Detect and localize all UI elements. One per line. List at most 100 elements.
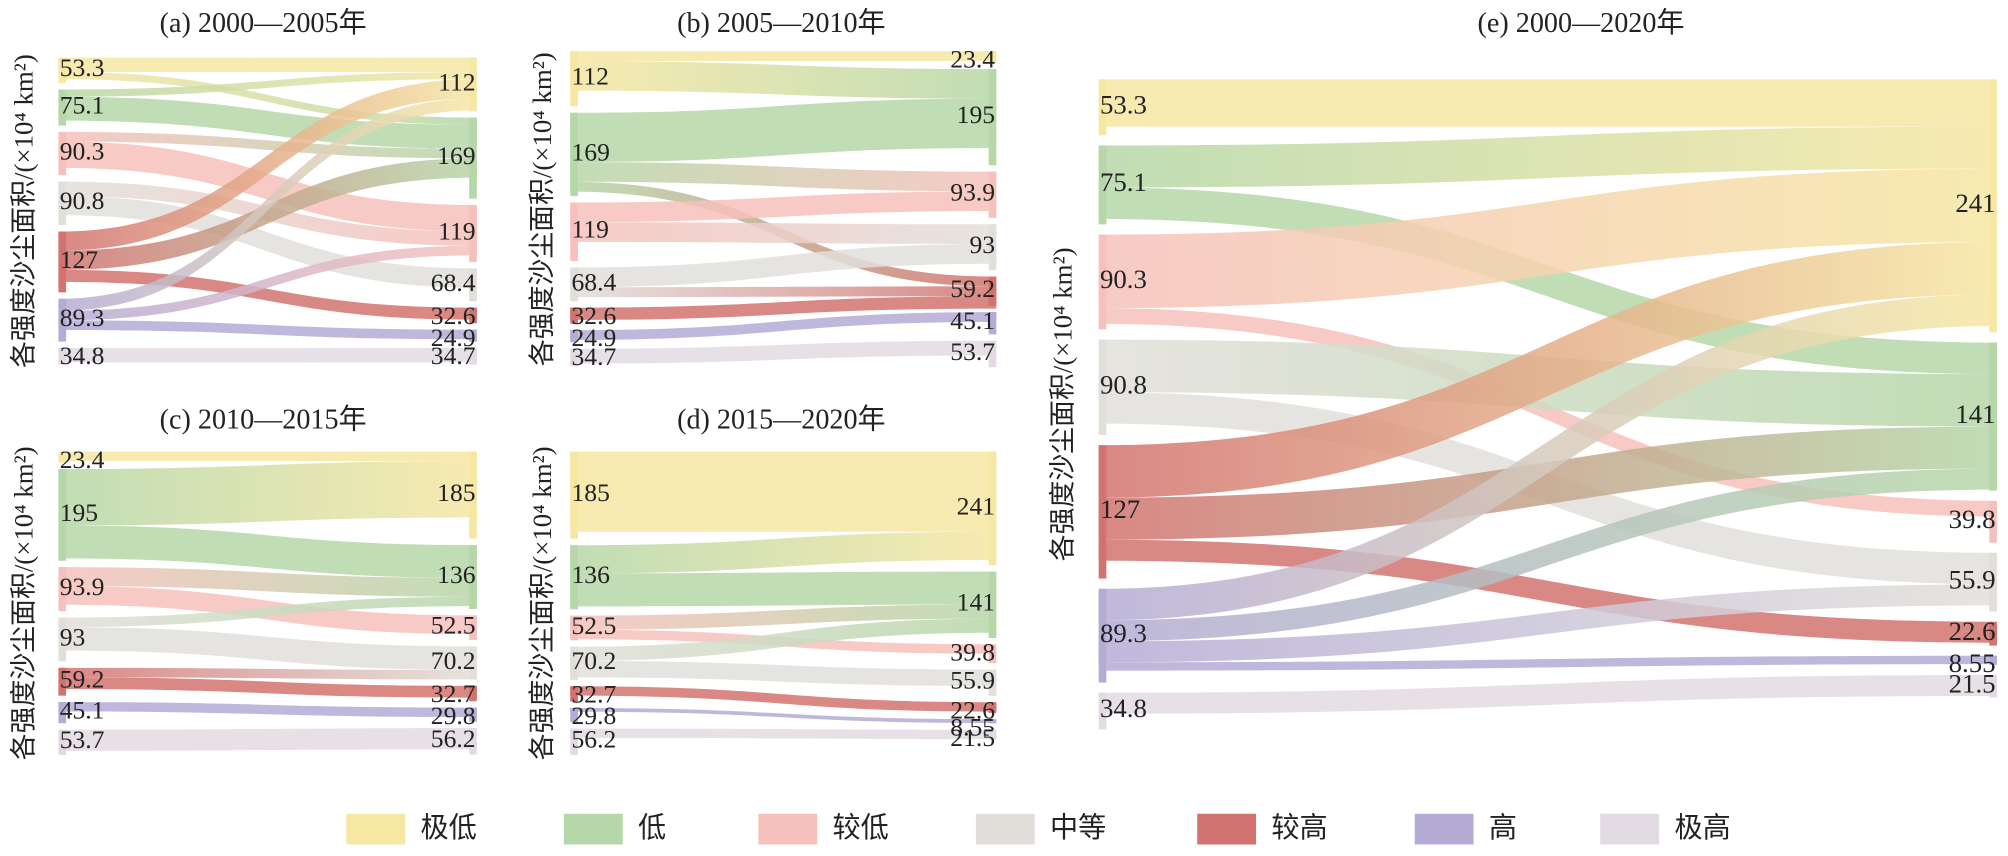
left-node — [570, 545, 578, 610]
left-node-label: 75.1 — [1100, 167, 1147, 197]
legend-label: 较低 — [833, 812, 889, 844]
right-node — [988, 729, 997, 740]
flow-ribbon — [58, 567, 477, 597]
left-node-label: 23.4 — [60, 445, 105, 474]
flow-ribbon — [58, 71, 477, 97]
legend-swatch — [1600, 813, 1660, 845]
right-node-label: 8.55 — [950, 712, 995, 741]
flow-ribbon — [58, 451, 477, 462]
right-node — [469, 57, 477, 112]
flow-ribbon — [570, 191, 997, 223]
left-node-label: 53.7 — [60, 725, 105, 754]
flow-ribbon — [1098, 79, 1997, 127]
left-node — [1098, 79, 1107, 136]
right-node-label: 21.5 — [950, 723, 995, 752]
left-node-label: 56.2 — [572, 725, 617, 754]
flow-ribbon — [58, 461, 477, 526]
right-node-label: 52.5 — [431, 611, 476, 640]
flow-ribbon — [58, 525, 477, 578]
y-axis-label: 各强度沙尘面积/(×10⁴ km²) — [1048, 247, 1078, 561]
right-node — [988, 312, 997, 335]
ribbons — [570, 51, 997, 364]
flow-ribbon — [570, 531, 997, 574]
right-node-label: 55.9 — [1949, 564, 1996, 594]
right-node-label: 32.7 — [431, 679, 476, 708]
right-node — [988, 451, 997, 566]
left-node — [58, 298, 67, 342]
flow-ribbon — [570, 51, 997, 62]
panel-title: (b) 2005—2010年 — [677, 7, 886, 39]
left-node-label: 53.3 — [60, 53, 105, 82]
flow-ribbon — [58, 71, 477, 125]
flow-ribbon — [570, 604, 997, 630]
left-node — [1098, 339, 1107, 435]
left-node — [1098, 588, 1107, 683]
flow-ribbon — [58, 627, 477, 670]
right-node-label: 136 — [437, 560, 476, 589]
flow-ribbon — [570, 312, 997, 340]
right-node-label: 53.7 — [950, 337, 995, 366]
flow-ribbon — [58, 347, 477, 363]
right-node — [469, 728, 477, 755]
right-node — [988, 719, 997, 724]
right-node — [988, 644, 997, 664]
left-node — [58, 451, 67, 463]
legend-label: 较高 — [1271, 812, 1327, 844]
right-node-label: 119 — [438, 216, 475, 245]
flow-ribbon — [1098, 242, 1997, 498]
left-node — [570, 728, 578, 755]
left-node-label: 90.8 — [1100, 369, 1147, 399]
flow-ribbon — [570, 660, 997, 686]
left-node-label: 119 — [572, 215, 609, 244]
left-node-label: 34.8 — [1100, 693, 1147, 723]
left-node — [58, 89, 67, 126]
left-node — [58, 617, 67, 662]
right-node — [988, 669, 997, 696]
right-node — [1989, 621, 1997, 646]
legend-label: 极低 — [421, 812, 477, 844]
left-node-label: 32.6 — [572, 301, 617, 330]
right-node-label: 24.9 — [431, 323, 476, 352]
right-node — [1989, 500, 1997, 543]
left-node-label: 68.4 — [572, 267, 617, 296]
right-node — [469, 685, 477, 702]
flow-ribbon — [570, 340, 997, 364]
flow-ribbon — [58, 98, 477, 311]
legend-swatch — [758, 813, 818, 845]
right-node-label: 141 — [957, 588, 995, 617]
flow-ribbon — [58, 245, 477, 321]
flow-ribbon — [1098, 308, 1997, 517]
left-node — [570, 451, 578, 539]
right-node-label: 55.9 — [950, 666, 995, 695]
right-node — [469, 307, 477, 324]
legend-swatch — [1197, 813, 1257, 845]
right-node-label: 23.4 — [950, 44, 995, 73]
left-node — [58, 567, 67, 612]
right-node-label: 39.8 — [1949, 504, 1996, 534]
flow-ribbon — [58, 96, 477, 149]
right-node — [988, 340, 997, 368]
left-node-label: 195 — [60, 498, 98, 527]
right-node-label: 39.8 — [950, 637, 995, 666]
right-node — [988, 171, 997, 218]
right-node — [1989, 342, 1997, 491]
right-node — [988, 571, 997, 638]
left-node — [58, 131, 67, 176]
left-node — [1098, 692, 1107, 730]
legend-label: 中等 — [1050, 812, 1106, 844]
flow-ribbon — [570, 571, 997, 607]
right-node — [469, 545, 477, 610]
legend-swatch — [975, 813, 1035, 845]
flow-ribbon — [1098, 468, 1997, 642]
right-node — [988, 69, 997, 166]
right-node — [988, 224, 997, 271]
right-node-label: 195 — [957, 100, 995, 129]
flow-ribbon — [58, 320, 477, 340]
left-node-label: 185 — [572, 478, 610, 507]
right-node-label: 21.5 — [1949, 668, 1996, 698]
ribbons — [58, 451, 477, 751]
left-node-label: 75.1 — [60, 90, 105, 119]
right-node — [469, 451, 477, 539]
flow-ribbon — [1098, 168, 1997, 309]
left-node-label: 34.7 — [572, 342, 617, 371]
